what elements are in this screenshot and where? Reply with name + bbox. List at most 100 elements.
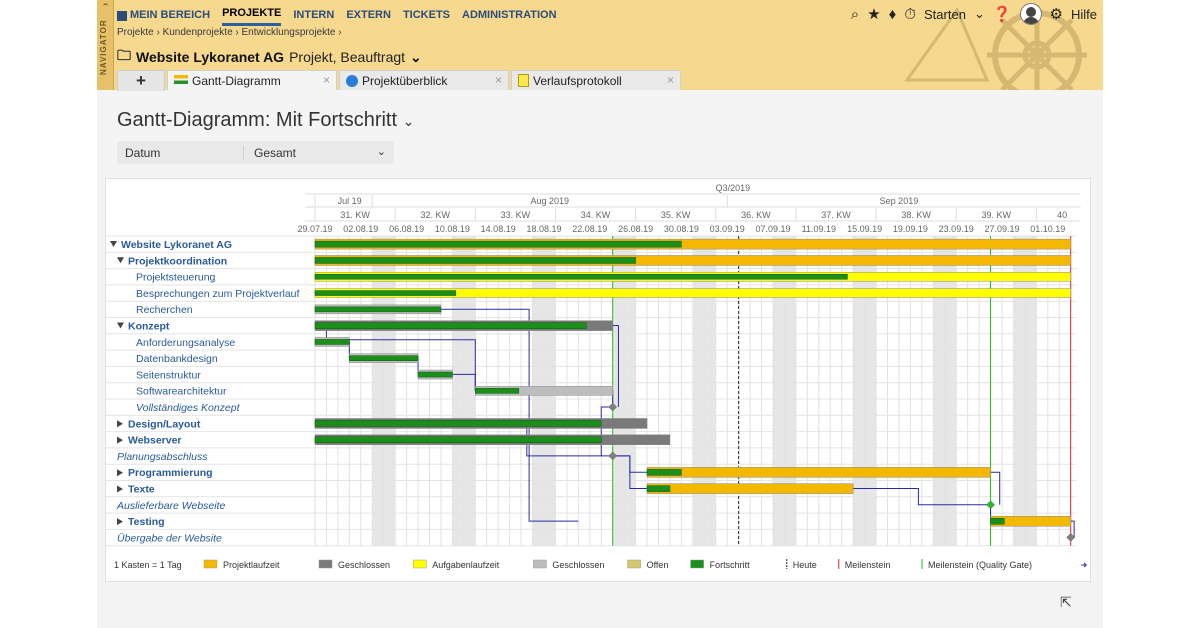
legend-swatch bbox=[690, 559, 704, 569]
legend-label: Geschlossen bbox=[552, 560, 604, 570]
legend-label: Meilenstein (Quality Gate) bbox=[928, 560, 1032, 570]
gantt-panel: Q3/2019 Jul 19 Aug 2019 Sep 2019 31. KW 32. K… bbox=[105, 178, 1133, 582]
legend-swatch bbox=[203, 559, 218, 569]
day-label: 06.08.19 bbox=[389, 224, 424, 234]
legend-arrow-swatch bbox=[1081, 562, 1087, 568]
week-label: 31. KW bbox=[340, 210, 370, 220]
expand-triangle-icon[interactable] bbox=[117, 420, 123, 428]
tab-gantt[interactable]: Gantt-Diagramm × bbox=[167, 70, 337, 90]
progress-bar bbox=[646, 469, 682, 476]
start-button[interactable]: Starten bbox=[924, 6, 966, 22]
progress-bar bbox=[314, 274, 848, 280]
navigator-strip[interactable]: › NAVIGATOR bbox=[97, 0, 114, 90]
filter-label: Datum bbox=[117, 145, 244, 160]
expand-triangle-icon[interactable] bbox=[117, 485, 123, 493]
day-label: 07.09.19 bbox=[755, 224, 790, 234]
task-label[interactable]: Testing bbox=[128, 516, 165, 528]
task-label[interactable]: Texte bbox=[128, 484, 155, 496]
close-icon[interactable]: × bbox=[666, 73, 674, 87]
day-label: 30.08.19 bbox=[664, 224, 699, 234]
filter-value[interactable]: Gesamt bbox=[254, 145, 297, 160]
milestone-diamond bbox=[1066, 533, 1076, 542]
task-label[interactable]: Design/Layout bbox=[128, 418, 201, 430]
legend-label: Meilenstein bbox=[845, 560, 891, 570]
day-label: 02.08.19 bbox=[343, 224, 378, 234]
month-label: Sep 2019 bbox=[880, 196, 919, 206]
tab-verlaufsprotokoll[interactable]: Verlaufsprotokoll × bbox=[511, 70, 681, 90]
task-label[interactable]: Webserver bbox=[128, 435, 182, 447]
task-label[interactable]: Programmierung bbox=[128, 467, 213, 479]
breadcrumb[interactable]: Projekte › Kundenprojekte › Entwicklungs… bbox=[117, 27, 342, 38]
task-label[interactable]: Besprechungen zum Projektverlauf bbox=[136, 288, 300, 300]
expand-triangle-icon[interactable] bbox=[117, 469, 123, 477]
page-title-text: Gantt-Diagramm: Mit Fortschritt bbox=[117, 109, 398, 131]
project-meta: Projekt, Beauftragt bbox=[289, 49, 406, 65]
timer-icon[interactable]: ⏱ bbox=[904, 5, 917, 23]
header-band: › NAVIGATOR MEIN BEREICH PROJEKTE INTERN… bbox=[97, 0, 1103, 91]
tab-verlaufsprotokoll-label: Verlaufsprotokoll bbox=[533, 73, 622, 88]
chevron-down-icon[interactable]: ⌄ bbox=[376, 146, 386, 158]
task-label[interactable]: Auslieferbare Webseite bbox=[116, 500, 226, 512]
menu-projekte[interactable]: PROJEKTE bbox=[222, 6, 282, 26]
bell-icon[interactable]: ♦ bbox=[888, 5, 897, 23]
close-icon[interactable]: × bbox=[494, 73, 502, 87]
export-icon[interactable]: ⇱ bbox=[1060, 594, 1072, 610]
task-label[interactable]: Übergabe der Website bbox=[117, 532, 222, 544]
help-icon[interactable]: ❓ bbox=[992, 6, 1012, 23]
legend-label: Offen bbox=[647, 560, 669, 570]
progress-bar bbox=[314, 290, 457, 296]
day-label: 03.09.19 bbox=[710, 224, 745, 234]
task-bar bbox=[646, 467, 991, 478]
collapse-triangle-icon[interactable] bbox=[117, 322, 124, 329]
chevron-down-icon[interactable]: ⌄ bbox=[402, 113, 415, 129]
collapse-triangle-icon[interactable] bbox=[117, 257, 124, 264]
progress-bar bbox=[646, 485, 671, 492]
chevron-down-icon[interactable]: ⌄ bbox=[410, 48, 422, 65]
progress-bar bbox=[475, 388, 520, 394]
menu-extern[interactable]: EXTERN bbox=[346, 8, 391, 21]
grid-icon[interactable] bbox=[117, 11, 127, 21]
task-label[interactable]: Planungsabschluss bbox=[117, 451, 208, 463]
avatar[interactable] bbox=[1019, 3, 1042, 25]
add-tab-button[interactable]: + bbox=[117, 70, 165, 91]
task-label[interactable]: Softwarearchitektur bbox=[136, 386, 227, 398]
task-label[interactable]: Recherchen bbox=[136, 304, 193, 316]
menu-administration[interactable]: ADMINISTRATION bbox=[462, 8, 557, 21]
search-icon[interactable]: ⌕ bbox=[850, 5, 860, 23]
task-label[interactable]: Projektkoordination bbox=[128, 255, 227, 267]
progress-bar bbox=[314, 339, 350, 345]
task-label[interactable]: Seitenstruktur bbox=[136, 369, 201, 381]
task-label[interactable]: Website Lykoranet AG bbox=[121, 239, 232, 251]
day-label: 29.07.19 bbox=[297, 224, 332, 234]
expand-triangle-icon[interactable] bbox=[117, 518, 123, 526]
task-label[interactable]: Vollständiges Konzept bbox=[136, 402, 241, 414]
star-icon[interactable]: ★ bbox=[867, 6, 881, 23]
legend-swatch bbox=[533, 559, 547, 569]
progress-bar bbox=[314, 420, 602, 427]
date-filter[interactable]: Datum Gesamt ⌄ bbox=[117, 141, 394, 164]
task-label[interactable]: Anforderungsanalyse bbox=[136, 337, 235, 349]
task-bar bbox=[646, 483, 854, 494]
tab-projektueberblick-label: Projektüberblick bbox=[362, 73, 448, 88]
chevron-down-icon[interactable]: ⌄ bbox=[973, 6, 985, 21]
progress-bar bbox=[990, 518, 1005, 525]
gear-icon[interactable]: ⚙ bbox=[1049, 6, 1063, 23]
project-title[interactable]: 🗀 Website Lykoranet AG Projekt, Beauftra… bbox=[117, 45, 422, 69]
page-title[interactable]: Gantt-Diagramm: Mit Fortschritt ⌄ bbox=[117, 109, 414, 132]
successor-link bbox=[612, 455, 648, 489]
navigator-arrow-icon[interactable]: › bbox=[100, 1, 111, 6]
task-label[interactable]: Konzept bbox=[128, 321, 170, 333]
day-label: 15.09.19 bbox=[847, 224, 882, 234]
task-label[interactable]: Projektsteuerung bbox=[136, 272, 216, 284]
task-label[interactable]: Datenbankdesign bbox=[136, 353, 218, 365]
help-link[interactable]: Hilfe bbox=[1070, 6, 1097, 22]
menu-tickets[interactable]: TICKETS bbox=[402, 8, 450, 21]
day-label: 11.09.19 bbox=[802, 224, 836, 234]
menu-mein-bereich[interactable]: MEIN BEREICH bbox=[130, 8, 211, 21]
expand-triangle-icon[interactable] bbox=[117, 436, 123, 444]
tab-projektueberblick[interactable]: Projektüberblick × bbox=[339, 70, 509, 90]
menu-intern[interactable]: INTERN bbox=[293, 8, 335, 21]
successor-link bbox=[612, 325, 619, 407]
collapse-triangle-icon[interactable] bbox=[110, 241, 117, 247]
close-icon[interactable]: × bbox=[322, 73, 330, 87]
